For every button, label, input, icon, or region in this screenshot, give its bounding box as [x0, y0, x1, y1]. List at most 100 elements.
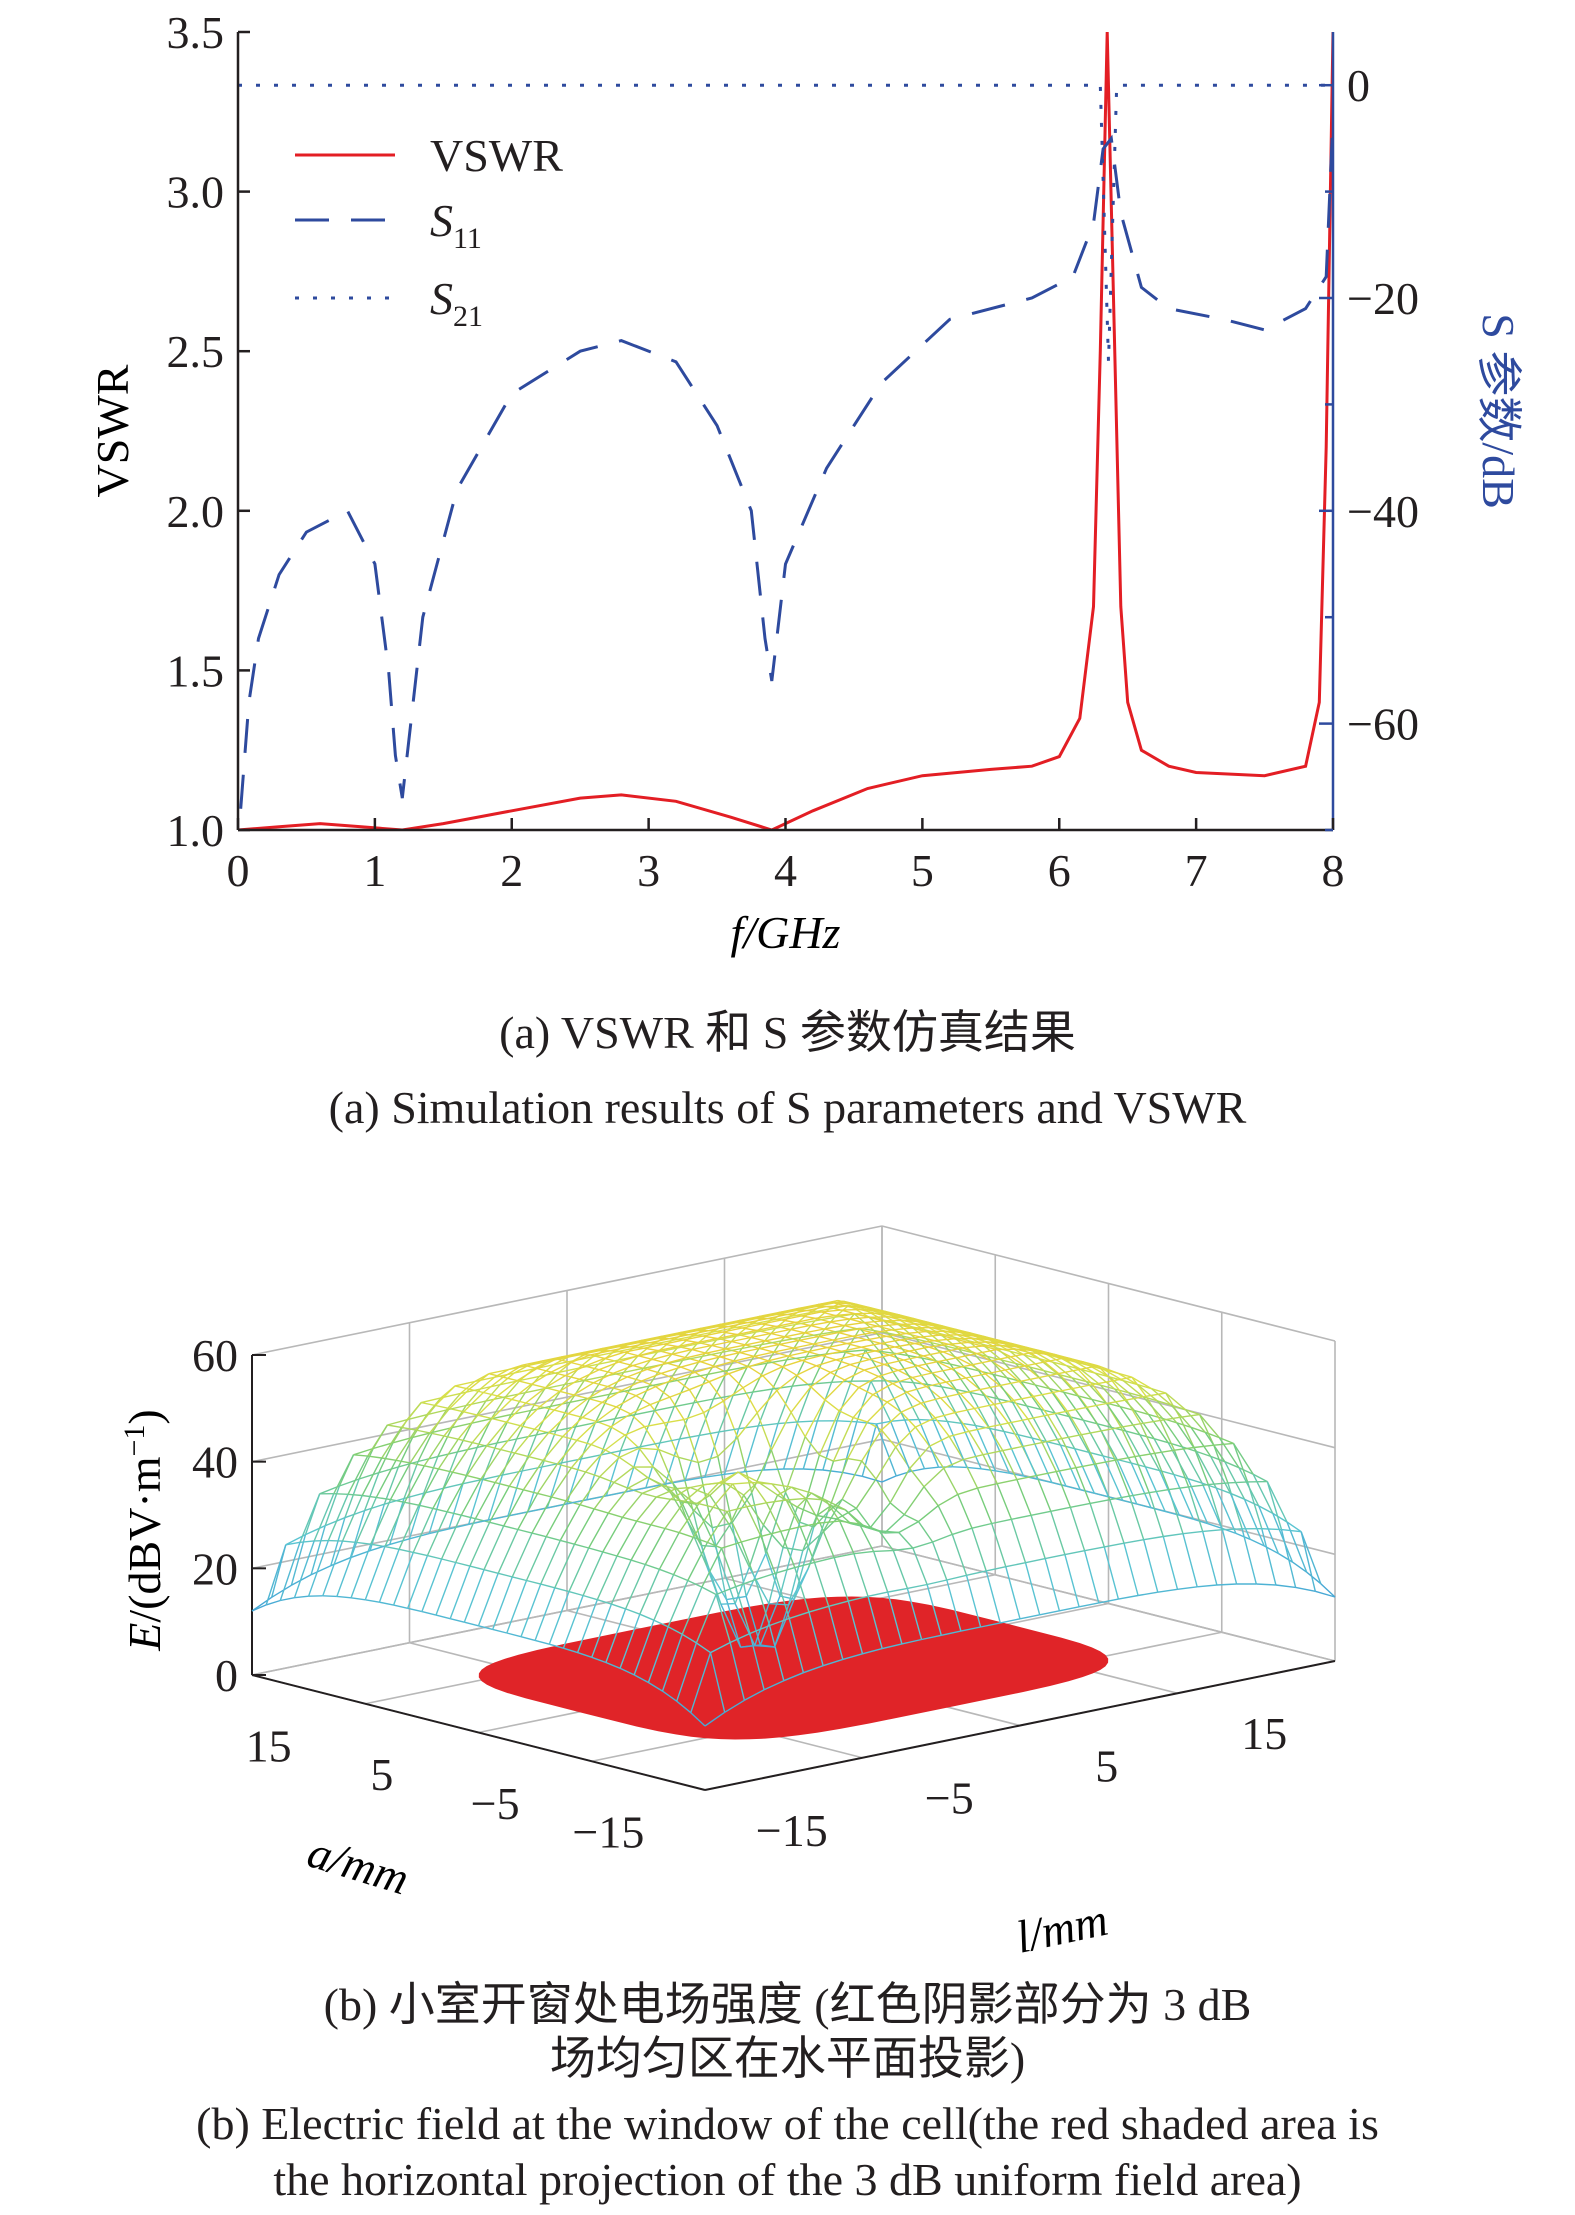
surface-mesh-line	[906, 1391, 922, 1404]
surface-mesh-line	[794, 1561, 815, 1569]
surface-mesh-line	[513, 1368, 534, 1374]
surface-mesh-line	[941, 1630, 962, 1636]
surface-mesh-line	[1061, 1438, 1077, 1469]
surface-mesh-line	[976, 1487, 993, 1524]
surface-mesh-line	[613, 1481, 629, 1489]
surface-mesh-line	[1051, 1481, 1067, 1487]
surface-mesh-line	[1026, 1405, 1047, 1442]
surface-mesh-line	[428, 1488, 444, 1534]
floor-gridline	[251, 1545, 883, 1676]
surface-mesh-line	[675, 1371, 696, 1380]
surface-mesh-line	[654, 1334, 675, 1340]
surface-mesh-line	[831, 1380, 852, 1383]
surface-mesh-line	[815, 1314, 836, 1319]
surface-mesh-line	[358, 1472, 380, 1480]
surface-mesh-line	[625, 1608, 641, 1615]
surface-mesh-line	[880, 1339, 901, 1345]
surface-mesh-line	[1190, 1426, 1206, 1433]
surface-mesh-line	[570, 1354, 591, 1364]
surface-mesh-line	[866, 1401, 888, 1423]
surface-mesh-line	[972, 1352, 994, 1375]
surface-mesh-line	[705, 1348, 726, 1354]
surface-mesh-line	[713, 1321, 734, 1328]
surface-mesh-line	[445, 1392, 462, 1411]
surface-mesh-line	[1306, 1571, 1322, 1585]
surface-mesh-line	[1190, 1426, 1212, 1457]
surface-mesh-line	[1045, 1553, 1066, 1560]
surface-mesh-line	[1187, 1478, 1203, 1484]
surface-mesh-line	[762, 1524, 784, 1548]
surface-mesh-line	[584, 1375, 605, 1382]
surface-mesh-line	[634, 1410, 655, 1416]
surface-mesh-line	[872, 1329, 892, 1334]
surface-mesh-line	[664, 1500, 686, 1529]
surface-mesh-line	[683, 1335, 704, 1341]
surface-mesh-line	[784, 1436, 806, 1493]
surface-mesh-line	[709, 1494, 731, 1526]
surface-mesh-line	[839, 1313, 855, 1332]
surface-mesh-line	[1126, 1395, 1147, 1401]
surface-mesh-line	[968, 1426, 989, 1432]
surface-mesh-line	[854, 1312, 875, 1315]
surface-mesh-line	[1011, 1514, 1032, 1520]
surface-mesh-line	[898, 1520, 919, 1534]
surface-mesh-line	[742, 1387, 758, 1414]
surface-mesh-line	[816, 1505, 832, 1517]
surface-mesh-line	[917, 1365, 933, 1374]
surface-mesh-line	[546, 1536, 561, 1542]
surface-mesh-line	[635, 1338, 656, 1344]
surface-mesh-line	[734, 1355, 755, 1362]
surface-mesh-line	[474, 1482, 496, 1520]
surface-mesh-line	[587, 1385, 609, 1400]
surface-mesh-line	[607, 1385, 622, 1392]
surface-mesh-line	[809, 1308, 830, 1314]
surface-mesh-line	[879, 1350, 894, 1354]
surface-mesh-line	[1281, 1528, 1302, 1533]
surface-mesh-line	[659, 1438, 680, 1444]
surface-mesh-line	[606, 1491, 627, 1497]
surface-mesh-line	[779, 1343, 794, 1349]
surface-mesh-line	[389, 1462, 411, 1500]
surface-mesh-line	[759, 1343, 780, 1350]
surface-mesh-line	[539, 1405, 555, 1411]
surface-mesh-line	[808, 1611, 824, 1666]
surface-mesh-line	[503, 1525, 519, 1531]
surface-mesh-line	[889, 1502, 905, 1516]
surface-mesh-line	[784, 1491, 801, 1523]
surface-mesh-line	[1035, 1475, 1052, 1512]
surface-mesh-line	[909, 1467, 925, 1488]
surface-mesh-line	[889, 1421, 911, 1472]
surface-mesh-line	[549, 1643, 564, 1649]
surface-mesh-line	[700, 1361, 716, 1368]
surface-mesh-line	[680, 1366, 696, 1373]
surface-mesh-line	[726, 1511, 742, 1543]
surface-mesh-line	[845, 1349, 866, 1353]
surface-mesh-line	[918, 1505, 939, 1523]
surface-mesh-line	[842, 1471, 863, 1477]
surface-mesh-line	[789, 1611, 810, 1620]
surface-mesh-line	[1123, 1543, 1139, 1596]
surface-mesh-line	[774, 1566, 795, 1574]
surface-mesh-line	[847, 1421, 869, 1459]
surface-mesh-line	[534, 1639, 550, 1645]
surface-mesh-line	[677, 1343, 697, 1349]
surface-mesh-line	[750, 1332, 771, 1339]
surface-mesh-line	[1207, 1522, 1223, 1529]
surface-mesh-line	[799, 1454, 821, 1523]
y2-tick-label: −20	[1347, 273, 1419, 324]
surface-mesh-line	[720, 1603, 742, 1648]
surface-mesh-line	[750, 1319, 771, 1326]
surface-mesh-line	[761, 1319, 782, 1325]
surface-mesh-line	[630, 1559, 646, 1566]
surface-mesh-line	[910, 1325, 932, 1344]
surface-mesh-line	[409, 1432, 431, 1464]
surface-mesh-line	[579, 1378, 594, 1384]
surface-mesh-line	[449, 1388, 470, 1410]
surface-mesh-line	[483, 1391, 498, 1397]
surface-mesh-line	[903, 1359, 919, 1367]
surface-mesh-line	[576, 1420, 598, 1441]
surface-mesh-line	[877, 1323, 898, 1327]
a-tick-label: 5	[370, 1749, 393, 1800]
surface-mesh-line	[899, 1380, 914, 1384]
surface-mesh-line	[1068, 1416, 1090, 1453]
